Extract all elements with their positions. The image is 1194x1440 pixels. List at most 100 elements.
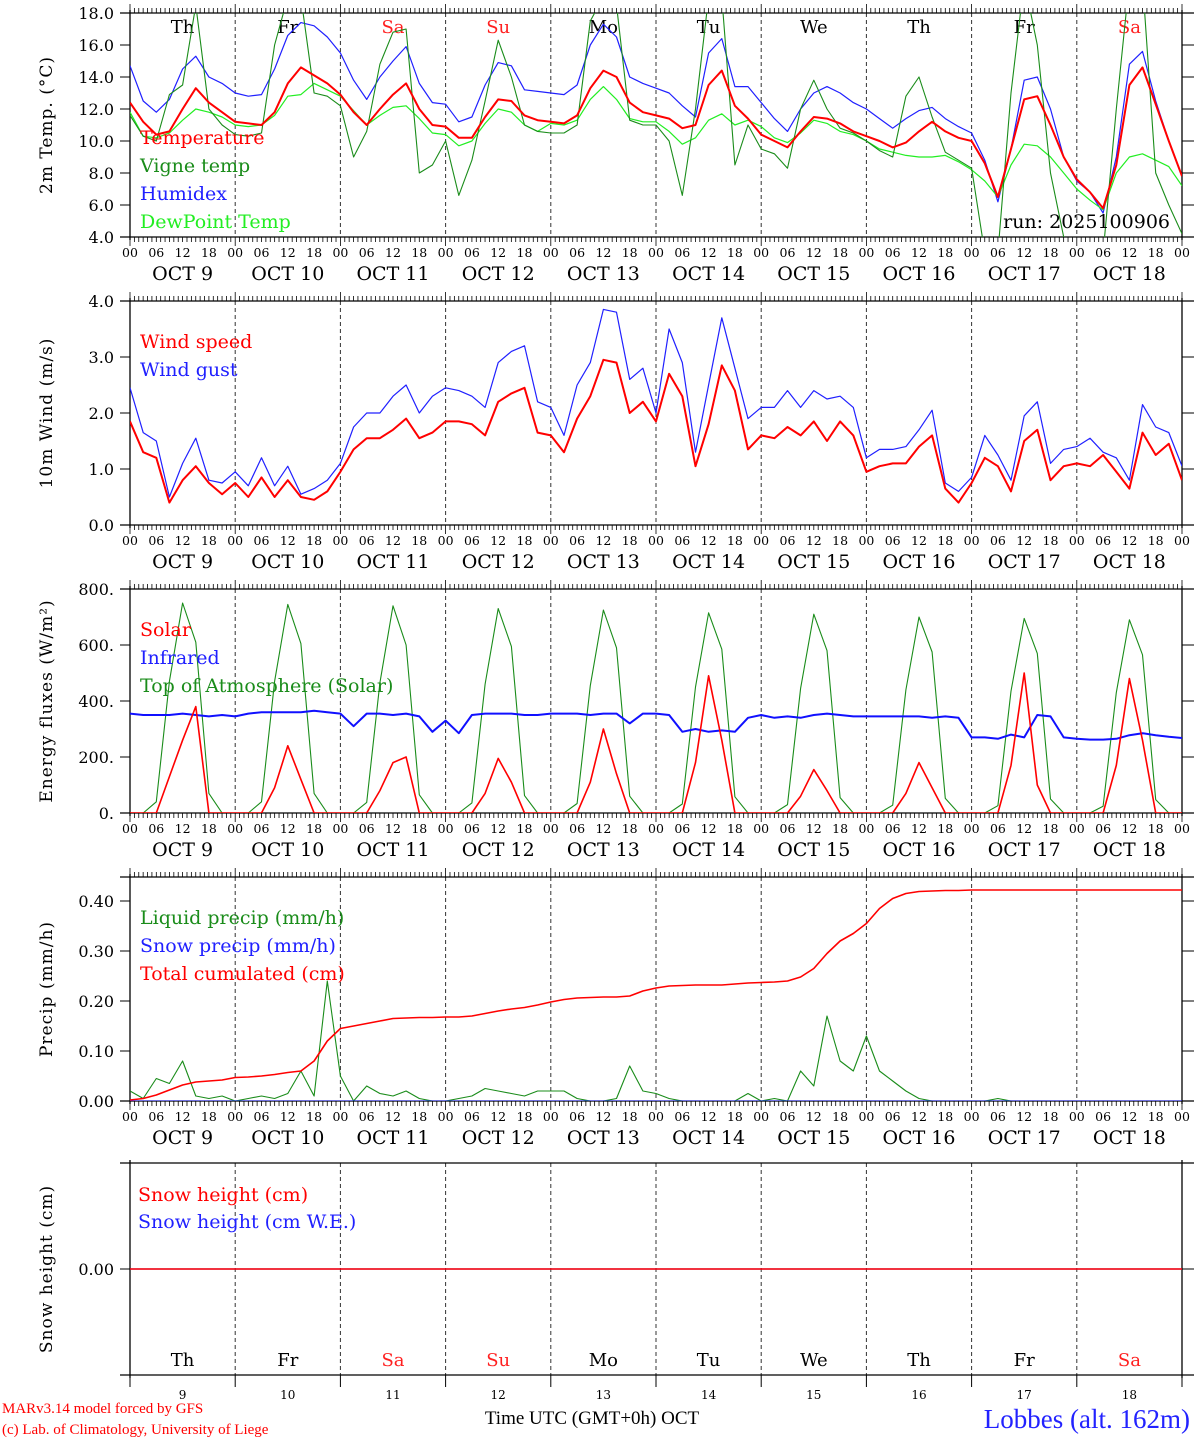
day-abbr: Sa — [381, 1350, 404, 1371]
date-label: OCT 11 — [356, 551, 429, 573]
date-label: OCT 11 — [356, 263, 429, 285]
hour-label: 06 — [780, 821, 796, 836]
hour-label: 06 — [254, 245, 270, 260]
hour-label: 00 — [1069, 821, 1085, 836]
hour-label: 06 — [1095, 1109, 1111, 1124]
date-label: OCT 12 — [462, 1127, 535, 1149]
hour-label: 18 — [411, 1109, 427, 1124]
series-line-dewpoint-temp — [130, 82, 1182, 211]
y-tick-label: 600. — [78, 636, 114, 655]
date-label: OCT 15 — [777, 551, 850, 573]
hour-label: 12 — [175, 533, 191, 548]
hour-label: 00 — [1174, 1109, 1190, 1124]
hour-label: 12 — [595, 533, 611, 548]
hour-label: 12 — [595, 821, 611, 836]
panels: 00 06 12 18 OCT 9 00 06 12 18 OCT 10 00 06 12 18 OCT 1… — [37, 4, 1194, 1402]
hour-label: 18 — [411, 245, 427, 260]
day-number: 18 — [1122, 1388, 1137, 1402]
hour-label: 06 — [990, 533, 1006, 548]
hour-label: 00 — [964, 533, 980, 548]
date-label: OCT 9 — [152, 263, 213, 285]
hour-label: 12 — [385, 821, 401, 836]
hour-label: 12 — [280, 1109, 296, 1124]
hour-label: 18 — [201, 245, 217, 260]
hour-label: 06 — [464, 821, 480, 836]
hour-label: 06 — [885, 245, 901, 260]
hour-label: 06 — [148, 533, 164, 548]
y-tick-label: 2.0 — [89, 404, 114, 423]
hour-label: 18 — [727, 245, 743, 260]
hour-label: 12 — [1121, 245, 1137, 260]
date-label: OCT 13 — [567, 551, 640, 573]
legend-entry: Total cumulated (cm) — [140, 963, 345, 985]
hour-label: 00 — [227, 245, 243, 260]
hour-label: 00 — [438, 245, 454, 260]
hour-label: 12 — [701, 1109, 717, 1124]
date-label: OCT 14 — [672, 551, 745, 573]
hour-label: 00 — [648, 533, 664, 548]
day-abbr: Tu — [697, 17, 721, 38]
panel-precip: 00 06 12 18 OCT 9 00 06 12 18 OCT 10 00 06 12 18 OCT 1… — [37, 868, 1194, 1149]
hour-label: 00 — [964, 821, 980, 836]
series-line-infrared — [130, 709, 1182, 741]
hour-label: 12 — [911, 821, 927, 836]
legend-entry: Vigne temp — [139, 155, 250, 177]
date-label: OCT 9 — [152, 551, 213, 573]
hour-label: 00 — [753, 821, 769, 836]
hour-label: 12 — [1121, 533, 1137, 548]
hour-label: 06 — [990, 1109, 1006, 1124]
hour-label: 12 — [701, 533, 717, 548]
hour-label: 00 — [122, 1109, 138, 1124]
legend-entry: DewPoint Temp — [140, 211, 291, 233]
day-number: 14 — [701, 1388, 717, 1402]
date-label: OCT 15 — [777, 263, 850, 285]
day-abbr: Mo — [589, 1350, 618, 1371]
day-abbr: We — [800, 1350, 828, 1371]
y-axis-label: Precip (mm/h) — [37, 921, 57, 1057]
series-line-wind-speed — [130, 358, 1182, 504]
hour-label: 06 — [464, 1109, 480, 1124]
day-abbr: Mo — [589, 17, 618, 38]
date-label: OCT 13 — [567, 839, 640, 861]
hour-label: 18 — [622, 245, 638, 260]
hour-label: 06 — [885, 821, 901, 836]
hour-label: 06 — [674, 1109, 690, 1124]
hour-label: 18 — [832, 1109, 848, 1124]
x-axis-title: Time UTC (GMT+0h) OCT — [485, 1408, 700, 1429]
hour-label: 00 — [227, 533, 243, 548]
y-tick-label: 800. — [78, 580, 114, 599]
hour-label: 18 — [832, 533, 848, 548]
hour-label: 06 — [569, 245, 585, 260]
legend-entry: Humidex — [140, 183, 227, 205]
hour-label: 06 — [990, 245, 1006, 260]
hour-label: 00 — [1069, 1109, 1085, 1124]
series-group — [130, 889, 1182, 1101]
hour-label: 18 — [727, 1109, 743, 1124]
date-label: OCT 16 — [882, 551, 955, 573]
hour-label: 12 — [595, 1109, 611, 1124]
hour-label: 18 — [1043, 245, 1059, 260]
hour-label: 12 — [1121, 1109, 1137, 1124]
hour-label: 18 — [306, 1109, 322, 1124]
day-abbr: Sa — [1118, 1350, 1141, 1371]
y-tick-label: 4.0 — [89, 228, 114, 247]
hour-label: 12 — [280, 821, 296, 836]
hour-label: 12 — [1121, 821, 1137, 836]
y-tick-label: 12.0 — [78, 100, 114, 119]
hour-label: 00 — [227, 1109, 243, 1124]
series-line-wind-gust — [130, 308, 1182, 498]
y-tick-label: 0.20 — [78, 992, 114, 1011]
panel-temperature: 00 06 12 18 OCT 9 00 06 12 18 OCT 10 00 06 12 18 OCT 1… — [37, 4, 1194, 285]
hour-label: 18 — [1043, 1109, 1059, 1124]
date-label: OCT 15 — [777, 839, 850, 861]
hour-label: 00 — [1174, 245, 1190, 260]
hour-label: 00 — [858, 821, 874, 836]
legend-entry: Temperature — [140, 127, 264, 149]
hour-label: 18 — [1148, 245, 1164, 260]
y-tick-label: 0.10 — [78, 1042, 114, 1061]
day-abbr: Th — [907, 1350, 931, 1371]
legend-entry: Liquid precip (mm/h) — [140, 907, 344, 929]
y-tick-label: 4.0 — [89, 292, 114, 311]
y-axis-label: 10m Wind (m/s) — [37, 338, 57, 489]
